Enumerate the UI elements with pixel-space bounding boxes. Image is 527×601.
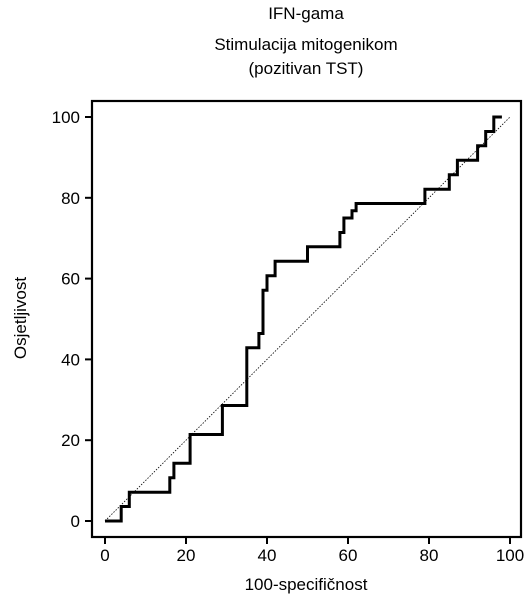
x-tick-label-3: 60 [339, 546, 358, 565]
series-group [104, 115, 511, 523]
x-tick-label-4: 80 [420, 546, 439, 565]
roc-curve-line [105, 115, 502, 523]
tick-labels: 0 20 40 60 80 100 0 20 40 60 80 100 [52, 108, 525, 565]
y-axis-label: Osjetljivost [11, 277, 30, 359]
chart-title-line-2: Stimulacija mitogenikom [214, 35, 397, 54]
axes [90, 99, 523, 539]
reference-diagonal-line [104, 116, 511, 522]
x-tick-label-0: 0 [100, 546, 109, 565]
chart-title-line-1: IFN-gama [268, 4, 344, 23]
tick-marks [85, 116, 511, 544]
x-axis-label: 100-specifičnost [245, 575, 368, 594]
x-tick-label-1: 20 [177, 546, 196, 565]
x-tick-label-2: 40 [258, 546, 277, 565]
y-tick-label-5: 100 [52, 108, 80, 127]
y-tick-label-1: 20 [61, 431, 80, 450]
y-tick-label-3: 60 [61, 270, 80, 289]
y-tick-label-4: 80 [61, 189, 80, 208]
y-tick-label-0: 0 [71, 512, 80, 531]
chart-title-line-3: (pozitivan TST) [249, 59, 364, 78]
y-tick-label-2: 40 [61, 350, 80, 369]
plot-frame [90, 99, 523, 539]
x-tick-label-5: 100 [496, 546, 524, 565]
